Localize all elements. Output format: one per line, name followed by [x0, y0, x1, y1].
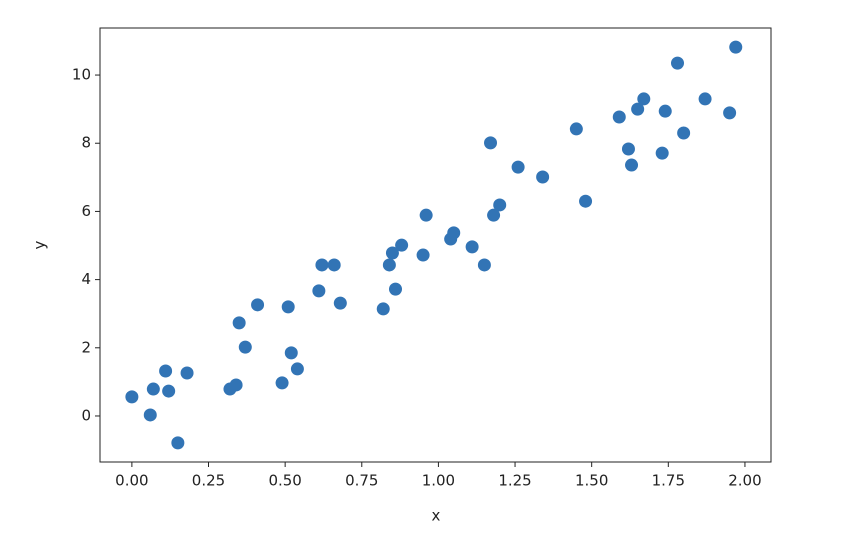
point — [171, 436, 185, 450]
point — [125, 390, 139, 404]
point — [493, 198, 507, 212]
y-axis-label: y — [31, 240, 49, 249]
point — [143, 408, 157, 422]
y-tick-label: 6 — [81, 202, 91, 220]
point — [621, 142, 635, 156]
point — [388, 282, 402, 296]
point — [637, 92, 651, 106]
x-tick-label: 1.00 — [422, 472, 455, 490]
point — [655, 146, 669, 160]
x-tick-label: 0.00 — [115, 472, 148, 490]
point — [631, 102, 645, 116]
x-tick-label: 0.25 — [192, 472, 225, 490]
y-tick-label: 4 — [81, 270, 91, 288]
point — [385, 246, 399, 260]
point — [658, 104, 672, 118]
point — [723, 106, 737, 120]
point — [729, 40, 743, 54]
point — [447, 226, 461, 240]
point — [569, 122, 583, 136]
point — [395, 238, 409, 252]
x-tick-label: 0.50 — [268, 472, 301, 490]
x-tick-label: 2.00 — [728, 472, 761, 490]
point — [416, 248, 430, 262]
point — [290, 362, 304, 376]
point — [284, 346, 298, 360]
point — [484, 136, 498, 150]
x-tick-label: 1.50 — [575, 472, 608, 490]
point — [612, 110, 626, 124]
point — [281, 300, 295, 314]
point — [333, 296, 347, 310]
point — [376, 302, 390, 316]
point — [625, 158, 639, 172]
point — [477, 258, 491, 272]
point — [511, 160, 525, 174]
point — [315, 258, 329, 272]
point — [671, 56, 685, 70]
point — [162, 384, 176, 398]
point — [419, 208, 433, 222]
point — [146, 382, 160, 396]
y-tick-label: 2 — [81, 338, 91, 356]
point — [465, 240, 479, 254]
point — [251, 298, 265, 312]
x-tick-label: 1.25 — [498, 472, 531, 490]
y-tick-label: 10 — [72, 66, 91, 84]
x-axis-label: x — [432, 507, 441, 525]
point — [238, 340, 252, 354]
point — [232, 316, 246, 330]
x-tick-label: 1.75 — [652, 472, 685, 490]
point — [180, 366, 194, 380]
x-tick-label: 0.75 — [345, 472, 378, 490]
point — [382, 258, 396, 272]
point — [275, 376, 289, 390]
point — [487, 208, 501, 222]
point — [677, 126, 691, 140]
point — [312, 284, 326, 298]
point — [536, 170, 550, 184]
point — [327, 258, 341, 272]
y-tick-label: 8 — [81, 134, 91, 152]
point — [579, 194, 593, 208]
point — [229, 378, 243, 392]
y-tick-label: 0 — [81, 406, 91, 424]
point — [698, 92, 712, 106]
point — [159, 364, 173, 378]
plot-frame — [99, 27, 772, 463]
